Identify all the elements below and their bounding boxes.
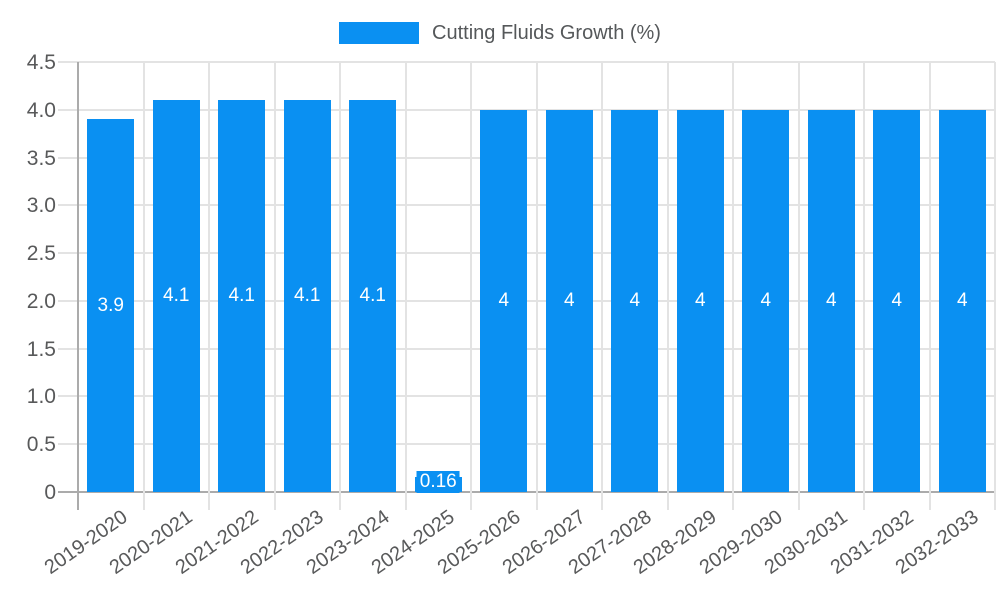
y-tick-label: 2.5: [26, 242, 56, 266]
y-tick-label: 0: [44, 481, 56, 504]
bar-value-label: 4: [956, 289, 968, 311]
grid-line-v: [994, 62, 996, 510]
bar-value-label: 4: [563, 289, 575, 311]
bar: [283, 100, 331, 492]
bar-value-label: 4.1: [163, 285, 190, 307]
bar-value-label: 4: [891, 289, 903, 311]
grid-line-v: [208, 62, 210, 510]
bar-value-label: 0.16: [416, 471, 460, 493]
grid-line-v: [273, 62, 276, 510]
bar: [873, 109, 921, 492]
bar: [938, 109, 986, 492]
bar: [742, 109, 790, 492]
grid-line-v: [797, 62, 800, 510]
bar: [545, 109, 593, 492]
y-tick-label: 3.5: [26, 146, 56, 170]
grid-line-v: [470, 62, 472, 510]
y-axis-line: [77, 62, 79, 510]
grid-line-v: [339, 62, 341, 510]
grid-line-v: [601, 62, 603, 510]
bar-value-label: 4.1: [359, 285, 386, 307]
bar: [87, 119, 135, 492]
bar-value-label: 4: [760, 289, 772, 311]
bar-value-label: 3.9: [97, 294, 124, 316]
grid-line-v: [666, 62, 669, 510]
grid-line-h: [58, 61, 995, 63]
bar: [676, 109, 724, 492]
bar: [480, 109, 528, 492]
bar-value-label: 4: [694, 289, 706, 311]
grid-line-v: [535, 62, 538, 510]
y-tick-label: 4.5: [26, 51, 56, 74]
y-tick-label: 3.0: [26, 194, 56, 218]
grid-line-v: [928, 62, 931, 510]
grid-line-v: [142, 62, 145, 510]
bar: [611, 109, 659, 492]
bar-value-label: 4: [629, 289, 641, 311]
y-tick-label: 2.0: [26, 289, 56, 313]
bar: [218, 100, 266, 492]
grid-line-v: [404, 62, 407, 510]
chart-legend: Cutting Fluids Growth (%): [0, 22, 1000, 44]
bar: [349, 100, 397, 492]
bar: [152, 100, 200, 492]
y-tick-label: 1.0: [26, 385, 56, 409]
y-tick-label: 1.5: [26, 337, 56, 361]
grid-line-v: [863, 62, 865, 510]
legend-label: Cutting Fluids Growth (%): [432, 22, 661, 44]
grid-line-v: [732, 62, 734, 510]
bar-value-label: 4.1: [228, 285, 255, 307]
bar-value-label: 4: [498, 289, 510, 311]
bar-value-label: 4: [825, 289, 837, 311]
x-axis-line: [58, 491, 995, 493]
bar-value-label: 4.1: [294, 285, 321, 307]
y-tick-label: 4.0: [26, 98, 56, 122]
bar: [807, 109, 855, 492]
legend-swatch-icon: [339, 22, 420, 44]
y-tick-label: 0.5: [26, 433, 56, 457]
